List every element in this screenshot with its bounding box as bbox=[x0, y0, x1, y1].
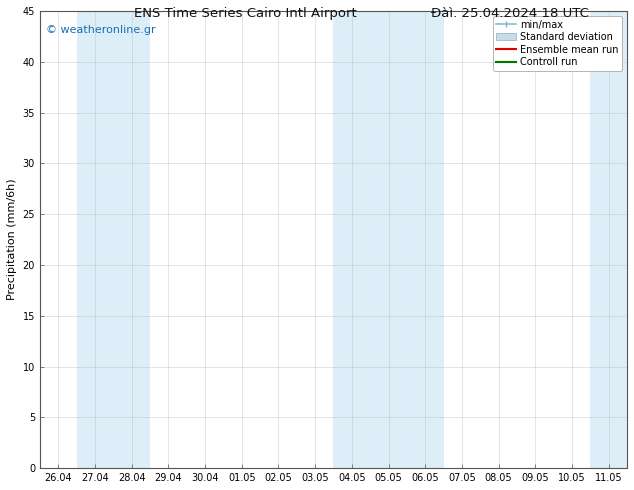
Legend: min/max, Standard deviation, Ensemble mean run, Controll run: min/max, Standard deviation, Ensemble me… bbox=[493, 16, 622, 71]
Text: © weatheronline.gr: © weatheronline.gr bbox=[46, 24, 155, 35]
Bar bbox=[77, 11, 150, 468]
Y-axis label: Precipitation (mm/6h): Precipitation (mm/6h) bbox=[7, 179, 17, 300]
Bar bbox=[333, 11, 444, 468]
Text: Đàì. 25.04.2024 18 UTC: Đàì. 25.04.2024 18 UTC bbox=[430, 7, 588, 21]
Text: ENS Time Series Cairo Intl Airport: ENS Time Series Cairo Intl Airport bbox=[134, 7, 357, 21]
Bar bbox=[590, 11, 627, 468]
